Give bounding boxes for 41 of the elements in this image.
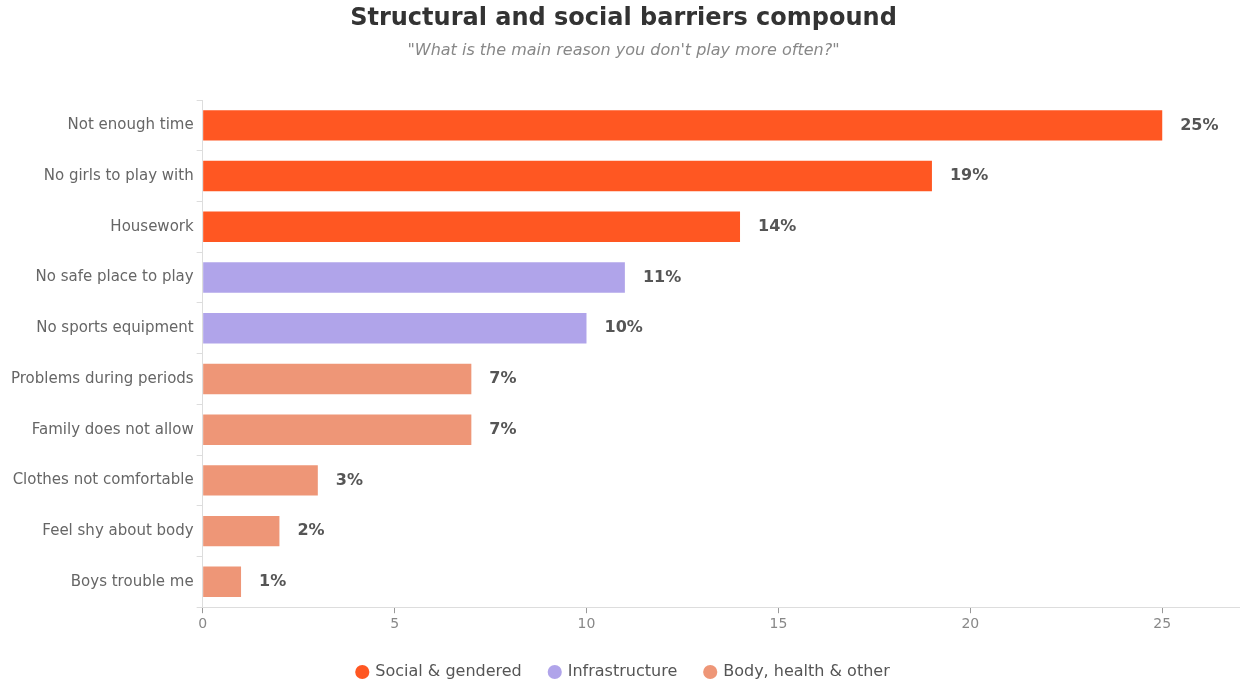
data-label: 3% (335, 469, 363, 489)
bar (203, 414, 472, 445)
x-tick-label: 10 (577, 615, 596, 632)
bar (203, 262, 625, 293)
y-tick-label: No sports equipment (36, 318, 194, 337)
legend-label: Infrastructure (567, 661, 678, 681)
chart-subtitle: "What is the main reason you don't play more often?" (407, 39, 840, 59)
data-label: 19% (949, 165, 989, 185)
y-tick-label: Boys trouble me (70, 571, 194, 590)
x-tick-label: 20 (961, 615, 980, 632)
bar (203, 211, 741, 243)
y-tick-label: No safe place to play (35, 267, 194, 286)
y-tick-label: Housework (110, 216, 194, 235)
legend-label: Social & gendered (375, 661, 522, 681)
bar (203, 313, 587, 344)
y-tick-label: Problems during periods (10, 368, 194, 387)
y-tick-label: Family does not allow (31, 419, 194, 438)
data-label: 7% (489, 368, 517, 388)
x-tick-label: 15 (769, 615, 788, 632)
chart-title: Structural and social barriers compound (350, 2, 897, 31)
data-label: 14% (758, 215, 797, 235)
x-tick-label: 25 (1153, 615, 1172, 632)
y-tick-label: Not enough time (67, 115, 194, 134)
bar (203, 363, 472, 395)
data-label: 7% (489, 418, 517, 438)
bar (203, 515, 280, 547)
x-tick-label: 5 (390, 615, 400, 632)
x-tick-label: 0 (198, 615, 208, 632)
data-label: 1% (259, 571, 287, 590)
y-tick-label: Feel shy about body (42, 521, 194, 540)
bar (203, 566, 242, 598)
data-label: 25% (1180, 114, 1219, 134)
y-tick-label: No girls to play with (43, 165, 194, 184)
y-tick-label: Clothes not comfortable (12, 470, 194, 489)
bar (203, 465, 318, 496)
bar (203, 160, 932, 192)
data-label: 11% (642, 266, 682, 286)
data-label: 2% (297, 520, 325, 540)
bar (203, 110, 1163, 141)
legend-label: Body, health & other (723, 661, 891, 681)
data-label: 10% (604, 317, 643, 337)
